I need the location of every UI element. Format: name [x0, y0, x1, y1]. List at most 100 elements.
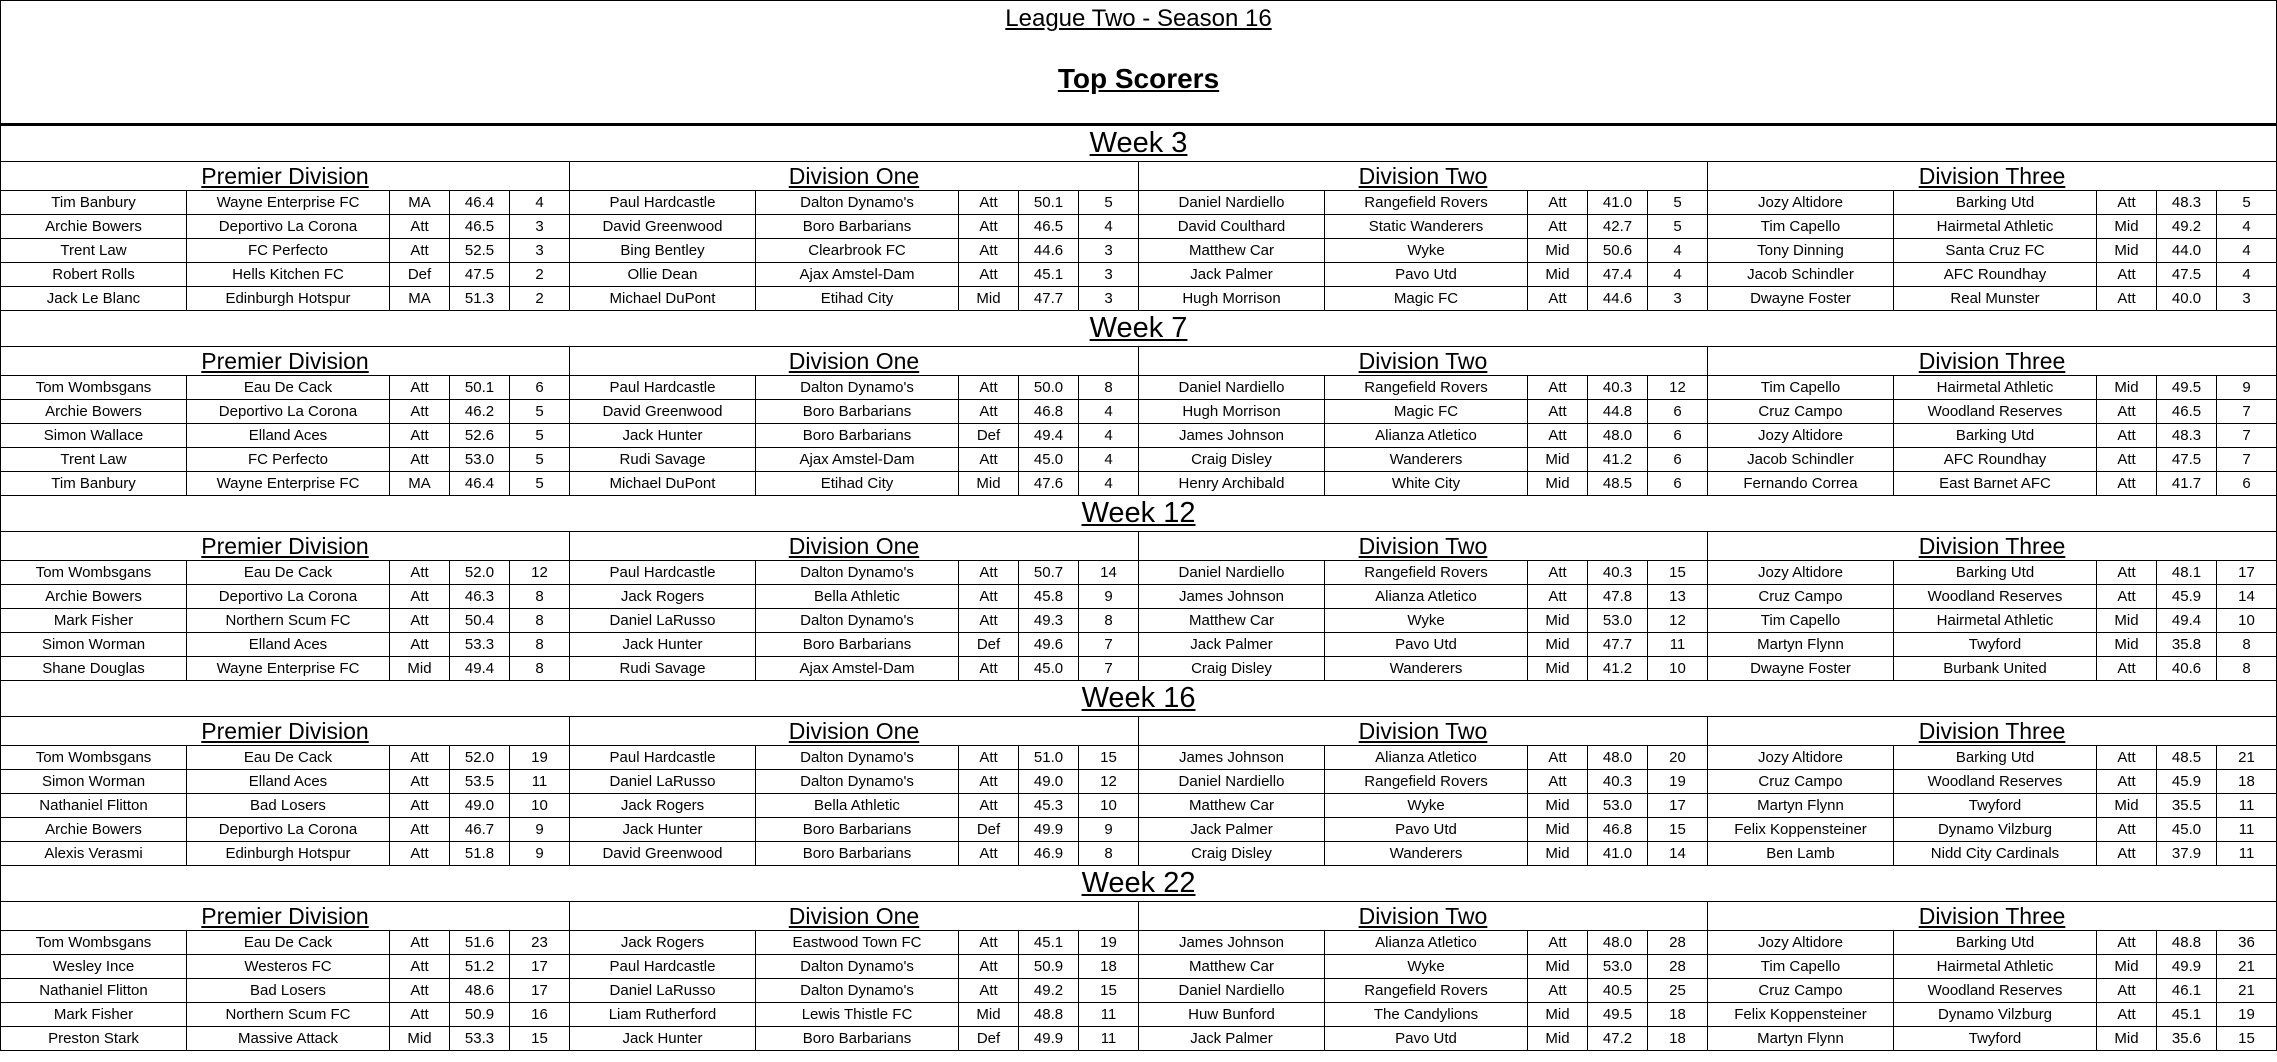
- player-name-cell: Jacob Schindler: [1707, 262, 1894, 287]
- player-name-cell: Ben Lamb: [1707, 841, 1894, 866]
- position-cell: Def: [958, 817, 1019, 842]
- player-name-cell: Craig Disley: [1138, 841, 1325, 866]
- goals-cell: 11: [1078, 1002, 1139, 1027]
- rating-cell: 50.7: [1018, 560, 1079, 585]
- goals-cell: 4: [1078, 447, 1139, 472]
- position-cell: Def: [389, 262, 450, 287]
- position-cell: Mid: [2096, 954, 2157, 979]
- player-name-cell: Preston Stark: [0, 1026, 187, 1051]
- division-name: Division Three: [1918, 717, 2066, 744]
- position-cell: Att: [389, 930, 450, 955]
- division-header-row: Premier Division Division One Division Two…: [0, 346, 2277, 376]
- player-name-cell: Martyn Flynn: [1707, 632, 1894, 657]
- player-name-cell: Tim Banbury: [0, 471, 187, 496]
- position-cell: Att: [389, 769, 450, 794]
- rating-cell: 52.5: [449, 238, 510, 263]
- player-name-cell: Hugh Morrison: [1138, 286, 1325, 311]
- position-cell: Att: [1527, 978, 1588, 1003]
- rating-cell: 49.0: [1018, 769, 1079, 794]
- position-cell: Att: [389, 817, 450, 842]
- player-name-cell: Huw Bunford: [1138, 1002, 1325, 1027]
- rating-cell: 46.5: [2156, 399, 2217, 424]
- player-name-cell: Tom Wombsgans: [0, 375, 187, 400]
- goals-cell: 5: [1647, 190, 1708, 215]
- club-name-cell: Hairmetal Athletic: [1893, 375, 2097, 400]
- sheet-subtitle: Top Scorers: [1057, 63, 1220, 94]
- goals-cell: 18: [2215, 769, 2277, 794]
- rating-cell: 40.3: [1587, 375, 1648, 400]
- rating-cell: 45.0: [1018, 656, 1079, 681]
- club-name-cell: Barking Utd: [1893, 745, 2097, 770]
- rating-cell: 49.9: [2156, 954, 2217, 979]
- club-name-cell: Wyke: [1324, 238, 1528, 263]
- goals-cell: 15: [2215, 1026, 2277, 1051]
- player-name-cell: Cruz Campo: [1707, 978, 1894, 1003]
- goals-cell: 8: [509, 608, 570, 633]
- club-name-cell: Boro Barbarians: [755, 632, 959, 657]
- rating-cell: 53.5: [449, 769, 510, 794]
- player-name-cell: Cruz Campo: [1707, 584, 1894, 609]
- rating-cell: 50.1: [449, 375, 510, 400]
- position-cell: Att: [958, 560, 1019, 585]
- rating-cell: 42.7: [1587, 214, 1648, 239]
- player-name-cell: Martyn Flynn: [1707, 1026, 1894, 1051]
- goals-cell: 19: [1647, 769, 1708, 794]
- rating-cell: 37.9: [2156, 841, 2217, 866]
- goals-cell: 8: [1078, 375, 1139, 400]
- division-header: Premier Division: [0, 161, 570, 191]
- player-name-cell: Jack Le Blanc: [0, 286, 187, 311]
- player-name-cell: Daniel Nardiello: [1138, 190, 1325, 215]
- goals-cell: 12: [509, 560, 570, 585]
- rating-cell: 41.7: [2156, 471, 2217, 496]
- position-cell: Att: [958, 375, 1019, 400]
- club-name-cell: Barking Utd: [1893, 560, 2097, 585]
- division-name: Division One: [788, 532, 920, 559]
- rating-cell: 50.4: [449, 608, 510, 633]
- goals-cell: 4: [509, 190, 570, 215]
- club-name-cell: Twyford: [1893, 793, 2097, 818]
- goals-cell: 17: [509, 978, 570, 1003]
- club-name-cell: Edinburgh Hotspur: [186, 286, 390, 311]
- club-name-cell: FC Perfecto: [186, 447, 390, 472]
- goals-cell: 14: [1078, 560, 1139, 585]
- club-name-cell: Alianza Atletico: [1324, 423, 1528, 448]
- rating-cell: 46.3: [449, 584, 510, 609]
- division-name: Division Two: [1358, 717, 1488, 744]
- position-cell: Att: [389, 375, 450, 400]
- club-name-cell: Rangefield Rovers: [1324, 375, 1528, 400]
- goals-cell: 8: [1078, 841, 1139, 866]
- position-cell: Att: [958, 656, 1019, 681]
- division-header: Premier Division: [0, 716, 570, 746]
- position-cell: Att: [1527, 399, 1588, 424]
- division-header: Division Two: [1138, 346, 1708, 376]
- rating-cell: 44.6: [1018, 238, 1079, 263]
- player-name-cell: Dwayne Foster: [1707, 286, 1894, 311]
- player-name-cell: Jack Palmer: [1138, 1026, 1325, 1051]
- player-name-cell: Matthew Car: [1138, 608, 1325, 633]
- goals-cell: 14: [2215, 584, 2277, 609]
- goals-cell: 8: [2215, 656, 2277, 681]
- week-header: Week 3: [0, 125, 2277, 162]
- rating-cell: 45.1: [1018, 262, 1079, 287]
- player-name-cell: Nathaniel Flitton: [0, 978, 187, 1003]
- table-row: Archie Bowers Deportivo La Corona Att 46.3 8…: [0, 584, 2277, 609]
- position-cell: Mid: [1527, 954, 1588, 979]
- position-cell: MA: [389, 286, 450, 311]
- position-cell: Mid: [2096, 608, 2157, 633]
- rating-cell: 45.9: [2156, 584, 2217, 609]
- position-cell: Att: [1527, 375, 1588, 400]
- goals-cell: 7: [1078, 632, 1139, 657]
- goals-cell: 4: [1078, 399, 1139, 424]
- table-row: Archie Bowers Deportivo La Corona Att 46.5 3…: [0, 214, 2277, 239]
- division-name: Premier Division: [201, 162, 369, 189]
- goals-cell: 12: [1078, 769, 1139, 794]
- position-cell: Att: [389, 632, 450, 657]
- table-row: Tom Wombsgans Eau De Cack Att 52.0 19 Paul Ha…: [0, 745, 2277, 770]
- player-name-cell: David Greenwood: [569, 399, 756, 424]
- club-name-cell: Ajax Amstel-Dam: [755, 262, 959, 287]
- club-name-cell: Barking Utd: [1893, 423, 2097, 448]
- club-name-cell: Bad Losers: [186, 793, 390, 818]
- position-cell: Mid: [1527, 447, 1588, 472]
- club-name-cell: Boro Barbarians: [755, 214, 959, 239]
- position-cell: Att: [1527, 286, 1588, 311]
